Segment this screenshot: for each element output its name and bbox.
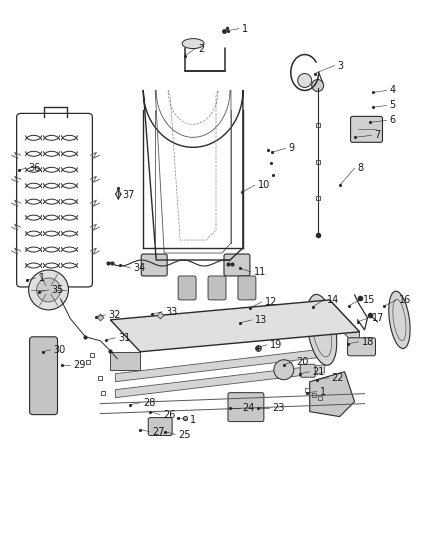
- Text: 33: 33: [165, 307, 177, 317]
- Polygon shape: [115, 349, 325, 382]
- Text: 19: 19: [270, 340, 282, 350]
- Text: 4: 4: [389, 85, 396, 95]
- Text: 27: 27: [152, 426, 165, 437]
- Text: 37: 37: [122, 190, 134, 200]
- Polygon shape: [330, 300, 360, 350]
- Polygon shape: [110, 300, 360, 352]
- Circle shape: [28, 270, 68, 310]
- Ellipse shape: [182, 38, 204, 49]
- Text: 17: 17: [371, 313, 384, 323]
- FancyBboxPatch shape: [300, 364, 315, 377]
- Text: 5: 5: [389, 100, 396, 110]
- Text: 29: 29: [74, 360, 86, 370]
- FancyBboxPatch shape: [208, 276, 226, 300]
- FancyBboxPatch shape: [348, 338, 375, 356]
- FancyBboxPatch shape: [224, 254, 250, 276]
- FancyBboxPatch shape: [238, 276, 256, 300]
- Text: 6: 6: [389, 115, 396, 125]
- Circle shape: [274, 360, 294, 379]
- Text: 23: 23: [272, 402, 284, 413]
- Text: 14: 14: [327, 295, 339, 305]
- FancyBboxPatch shape: [228, 393, 264, 422]
- FancyBboxPatch shape: [350, 116, 382, 142]
- Text: 1: 1: [242, 23, 248, 34]
- Polygon shape: [310, 372, 355, 417]
- FancyBboxPatch shape: [148, 417, 172, 435]
- Text: 7: 7: [374, 131, 381, 140]
- Text: 11: 11: [254, 267, 266, 277]
- Text: 1: 1: [320, 386, 326, 397]
- FancyBboxPatch shape: [30, 337, 57, 415]
- Text: 28: 28: [143, 398, 155, 408]
- Text: 13: 13: [255, 315, 267, 325]
- Text: 10: 10: [258, 180, 270, 190]
- Text: 16: 16: [399, 295, 412, 305]
- Text: 9: 9: [289, 143, 295, 154]
- Text: 1: 1: [39, 273, 45, 283]
- Text: 12: 12: [265, 297, 277, 307]
- Text: 25: 25: [178, 430, 191, 440]
- Text: 1: 1: [190, 415, 196, 425]
- Polygon shape: [110, 352, 140, 370]
- Text: 15: 15: [363, 295, 375, 305]
- Ellipse shape: [307, 294, 337, 365]
- Text: 26: 26: [163, 410, 176, 419]
- Polygon shape: [115, 365, 325, 398]
- Text: 21: 21: [313, 367, 325, 377]
- Text: 18: 18: [361, 337, 374, 347]
- Text: 32: 32: [108, 310, 121, 320]
- FancyBboxPatch shape: [141, 254, 167, 276]
- Ellipse shape: [389, 291, 410, 349]
- Text: 30: 30: [53, 345, 66, 355]
- Text: 36: 36: [28, 163, 41, 173]
- Text: 35: 35: [52, 285, 64, 295]
- FancyBboxPatch shape: [178, 276, 196, 300]
- Circle shape: [37, 278, 60, 302]
- Text: 20: 20: [296, 357, 308, 367]
- Ellipse shape: [46, 283, 66, 299]
- Circle shape: [298, 74, 312, 87]
- Text: 2: 2: [198, 44, 204, 54]
- Text: 31: 31: [118, 333, 131, 343]
- Text: 34: 34: [133, 263, 145, 273]
- Text: 22: 22: [332, 373, 344, 383]
- Text: 8: 8: [357, 163, 364, 173]
- Text: 3: 3: [338, 61, 344, 70]
- Text: 24: 24: [242, 402, 254, 413]
- Circle shape: [312, 79, 324, 92]
